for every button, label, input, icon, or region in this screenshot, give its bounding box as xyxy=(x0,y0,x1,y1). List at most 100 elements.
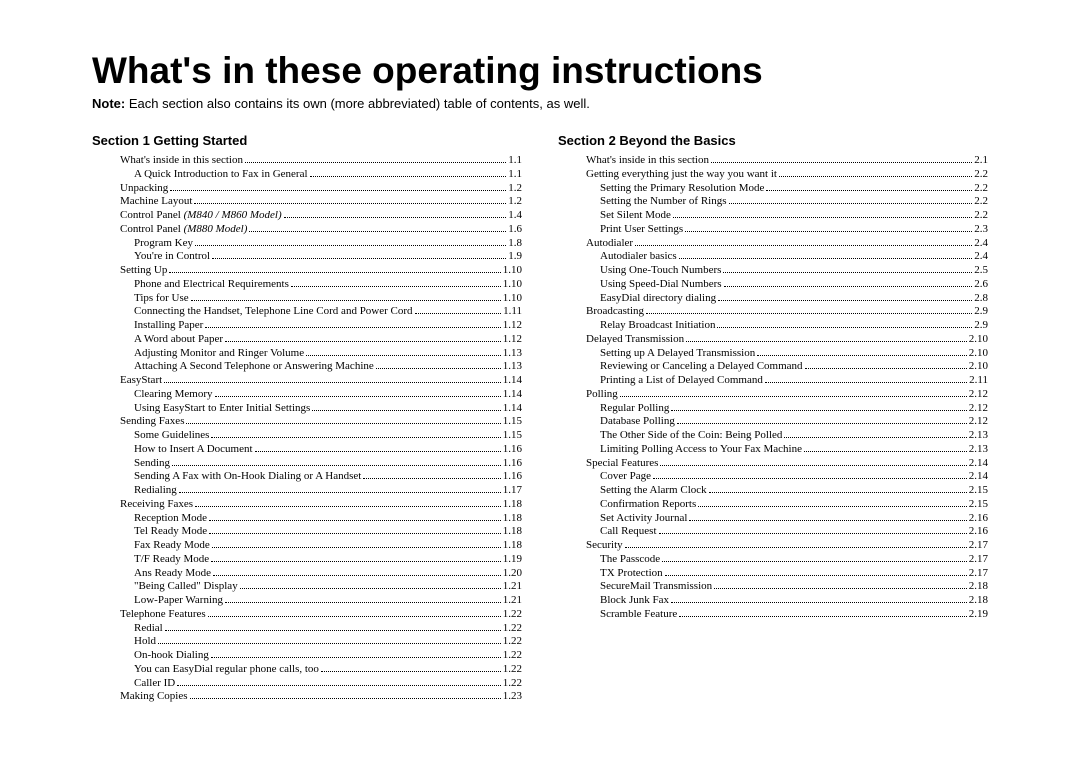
toc-dots xyxy=(225,602,501,603)
toc-dots xyxy=(805,368,967,369)
toc-label: You can EasyDial regular phone calls, to… xyxy=(134,663,319,677)
toc-label: "Being Called" Display xyxy=(134,580,238,594)
toc-label: TX Protection xyxy=(600,567,663,581)
toc-dots xyxy=(779,176,972,177)
toc-row: Redialing1.17 xyxy=(92,484,522,498)
toc-row: The Passcode 2.17 xyxy=(558,553,988,567)
toc-page: 1.21 xyxy=(503,594,522,608)
toc-page: 2.17 xyxy=(969,567,988,581)
toc-label: Clearing Memory xyxy=(134,388,213,402)
toc-dots xyxy=(164,382,501,383)
toc-label: Sending xyxy=(134,457,170,471)
toc-row: Delayed Transmission2.10 xyxy=(558,333,988,347)
toc-dots xyxy=(415,313,502,314)
toc-label: Relay Broadcast Initiation xyxy=(600,319,715,333)
toc-page: 1.18 xyxy=(503,498,522,512)
toc-dots xyxy=(249,231,506,232)
toc-dots xyxy=(660,465,966,466)
toc-label: Getting everything just the way you want… xyxy=(586,168,777,182)
toc-dots xyxy=(172,465,501,466)
toc-label: Database Polling xyxy=(600,415,675,429)
column-section-2: Section 2 Beyond the BasicsWhat's inside… xyxy=(558,133,988,704)
toc-label: Print User Settings xyxy=(600,223,683,237)
toc-label: Phone and Electrical Requirements xyxy=(134,278,289,292)
toc-dots xyxy=(213,575,501,576)
toc-dots xyxy=(225,341,501,342)
toc-page: 1.11 xyxy=(503,305,522,319)
toc-row: Reviewing or Canceling a Delayed Command… xyxy=(558,360,988,374)
toc-row: Reception Mode1.18 xyxy=(92,512,522,526)
toc-page: 1.21 xyxy=(503,580,522,594)
toc-label: Reception Mode xyxy=(134,512,207,526)
toc-row: Caller ID1.22 xyxy=(92,677,522,691)
toc-row: Telephone Features1.22 xyxy=(92,608,522,622)
toc-label: What's inside in this section xyxy=(120,154,243,168)
toc-label: How to Insert A Document xyxy=(134,443,253,457)
toc-page: 1.22 xyxy=(503,622,522,636)
toc-page: 1.15 xyxy=(503,415,522,429)
toc-label: Caller ID xyxy=(134,677,175,691)
toc-label: You're in Control xyxy=(134,250,210,264)
toc-dots xyxy=(312,410,500,411)
toc-row: EasyStart1.14 xyxy=(92,374,522,388)
toc-page: 1.1 xyxy=(508,154,522,168)
toc-page: 2.17 xyxy=(969,553,988,567)
toc-dots xyxy=(659,533,967,534)
toc-row: Tel Ready Mode 1.18 xyxy=(92,525,522,539)
toc-label: Sending A Fax with On-Hook Dialing or A … xyxy=(134,470,361,484)
toc-row: Machine Layout1.2 xyxy=(92,195,522,209)
toc-dots xyxy=(376,368,501,369)
toc-dots xyxy=(179,492,501,493)
toc-row: Setting up A Delayed Transmission2.10 xyxy=(558,347,988,361)
columns-container: Section 1 Getting StartedWhat's inside i… xyxy=(92,133,988,704)
toc-dots xyxy=(662,561,967,562)
toc-dots xyxy=(170,190,506,191)
toc-dots xyxy=(677,423,967,424)
toc-page: 1.2 xyxy=(508,195,522,209)
toc-row: What's inside in this section 1.1 xyxy=(92,154,522,168)
toc-label: Some Guidelines xyxy=(134,429,209,443)
toc-label: Setting the Primary Resolution Mode xyxy=(600,182,764,196)
toc-row: Installing Paper1.12 xyxy=(92,319,522,333)
toc-dots xyxy=(689,520,966,521)
toc-row: Control Panel (M840 / M860 Model)1.4 xyxy=(92,209,522,223)
toc-dots xyxy=(679,258,973,259)
toc-label: Attaching A Second Telephone or Answerin… xyxy=(134,360,374,374)
toc-row: Using EasyStart to Enter Initial Setting… xyxy=(92,402,522,416)
toc-label: T/F Ready Mode xyxy=(134,553,209,567)
toc-page: 1.18 xyxy=(503,525,522,539)
toc-page: 2.12 xyxy=(969,402,988,416)
toc-label: The Passcode xyxy=(600,553,660,567)
toc-page: 1.18 xyxy=(503,539,522,553)
toc-row: Sending Faxes1.15 xyxy=(92,415,522,429)
toc-label: The Other Side of the Coin: Being Polled xyxy=(600,429,782,443)
toc-row: EasyDial directory dialing2.8 xyxy=(558,292,988,306)
toc-row: Setting the Primary Resolution Mode2.2 xyxy=(558,182,988,196)
toc-row: A Quick Introduction to Fax in General1.… xyxy=(92,168,522,182)
toc-dots xyxy=(766,190,972,191)
toc-row: Autodialer2.4 xyxy=(558,237,988,251)
toc-label: Tel Ready Mode xyxy=(134,525,207,539)
toc-dots xyxy=(765,382,967,383)
toc-page: 1.2 xyxy=(508,182,522,196)
toc-dots xyxy=(240,588,501,589)
toc-dots xyxy=(195,506,501,507)
toc-page: 2.10 xyxy=(969,333,988,347)
toc-dots xyxy=(165,630,501,631)
toc-page: 2.4 xyxy=(974,250,988,264)
toc-label: Setting Up xyxy=(120,264,167,278)
toc-label: Tips for Use xyxy=(134,292,189,306)
toc-label: Using One-Touch Numbers xyxy=(600,264,721,278)
toc-row: Getting everything just the way you want… xyxy=(558,168,988,182)
toc-dots xyxy=(620,396,967,397)
toc-label: Setting up A Delayed Transmission xyxy=(600,347,755,361)
toc-dots xyxy=(195,245,506,246)
toc-label: Using EasyStart to Enter Initial Setting… xyxy=(134,402,310,416)
toc-page: 2.11 xyxy=(969,374,988,388)
toc-row: Print User Settings2.3 xyxy=(558,223,988,237)
toc-row: Confirmation Reports2.15 xyxy=(558,498,988,512)
toc-page: 2.10 xyxy=(969,360,988,374)
toc-label: Block Junk Fax xyxy=(600,594,669,608)
toc-label: Printing a List of Delayed Command xyxy=(600,374,763,388)
toc-page: 1.10 xyxy=(503,292,522,306)
